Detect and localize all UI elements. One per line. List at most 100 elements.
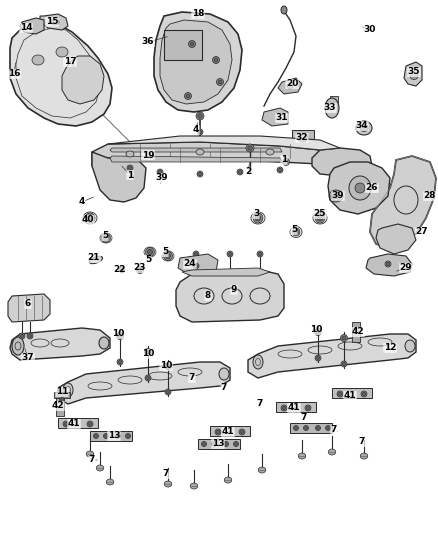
Ellipse shape [356,121,372,135]
Text: 7: 7 [257,400,263,408]
Ellipse shape [146,376,150,379]
Ellipse shape [315,425,321,431]
Ellipse shape [51,19,59,25]
Ellipse shape [198,172,201,176]
Text: 17: 17 [64,58,76,67]
Polygon shape [278,78,302,94]
Text: 29: 29 [400,263,412,272]
Ellipse shape [186,94,190,98]
Polygon shape [20,18,44,34]
Ellipse shape [292,228,300,236]
Ellipse shape [281,6,287,14]
Polygon shape [62,56,104,104]
Ellipse shape [157,169,163,175]
Text: 35: 35 [408,68,420,77]
Ellipse shape [333,193,339,199]
Ellipse shape [355,183,365,193]
Ellipse shape [190,42,194,46]
Ellipse shape [255,215,261,221]
Text: 2: 2 [245,167,251,176]
Ellipse shape [214,58,218,62]
Ellipse shape [237,169,243,175]
Ellipse shape [212,441,216,447]
Ellipse shape [166,364,170,368]
Ellipse shape [117,333,124,340]
Polygon shape [178,254,218,274]
Ellipse shape [165,362,172,369]
Text: 5: 5 [145,255,151,264]
Polygon shape [40,14,68,30]
Ellipse shape [317,426,319,430]
Ellipse shape [228,252,232,256]
Text: 5: 5 [102,231,108,240]
Ellipse shape [193,251,199,257]
Ellipse shape [327,426,329,430]
Ellipse shape [137,266,144,273]
Ellipse shape [184,93,191,100]
Polygon shape [366,254,412,276]
Text: 13: 13 [108,432,120,440]
Bar [290,423,332,433]
Ellipse shape [410,72,418,79]
Text: 16: 16 [8,69,20,78]
Polygon shape [108,136,340,150]
Ellipse shape [325,425,331,431]
Ellipse shape [361,391,367,397]
Text: 7: 7 [331,425,337,434]
Ellipse shape [218,80,222,84]
Ellipse shape [201,441,206,447]
Ellipse shape [317,215,323,221]
Bar [198,439,240,449]
Ellipse shape [224,477,232,483]
Ellipse shape [219,368,229,380]
Ellipse shape [127,165,133,171]
Text: 23: 23 [134,263,146,272]
Ellipse shape [233,441,239,447]
Ellipse shape [314,328,321,335]
Ellipse shape [145,247,155,256]
Ellipse shape [145,349,152,356]
Bar [330,96,338,108]
Ellipse shape [126,151,134,157]
Text: 10: 10 [310,326,322,335]
Polygon shape [404,62,422,86]
Ellipse shape [96,465,104,471]
Text: 25: 25 [314,209,326,219]
Ellipse shape [298,134,308,142]
Polygon shape [92,152,146,202]
Ellipse shape [341,361,347,367]
Ellipse shape [198,131,201,134]
Bar [210,426,250,436]
Ellipse shape [32,55,44,65]
Text: 40: 40 [82,215,94,224]
Bar [332,388,372,398]
Polygon shape [376,224,416,254]
Ellipse shape [194,264,198,268]
Text: 9: 9 [231,286,237,295]
Text: 30: 30 [364,26,376,35]
Text: 8: 8 [205,292,211,301]
Ellipse shape [99,337,109,349]
Ellipse shape [105,434,107,438]
Polygon shape [370,156,436,248]
Ellipse shape [253,355,263,369]
Text: 11: 11 [56,387,68,397]
Text: 33: 33 [324,103,336,112]
Text: 7: 7 [189,374,195,383]
Polygon shape [182,268,270,276]
Polygon shape [312,148,372,176]
Ellipse shape [145,375,151,381]
Bar [58,418,98,428]
Polygon shape [110,148,282,152]
Polygon shape [328,162,390,214]
Ellipse shape [342,336,346,340]
Polygon shape [8,294,50,322]
Ellipse shape [405,340,415,352]
Ellipse shape [304,425,308,431]
Polygon shape [10,328,110,360]
Ellipse shape [315,213,325,223]
Ellipse shape [295,426,297,430]
Ellipse shape [87,421,93,427]
Ellipse shape [64,422,67,426]
Ellipse shape [337,391,343,397]
